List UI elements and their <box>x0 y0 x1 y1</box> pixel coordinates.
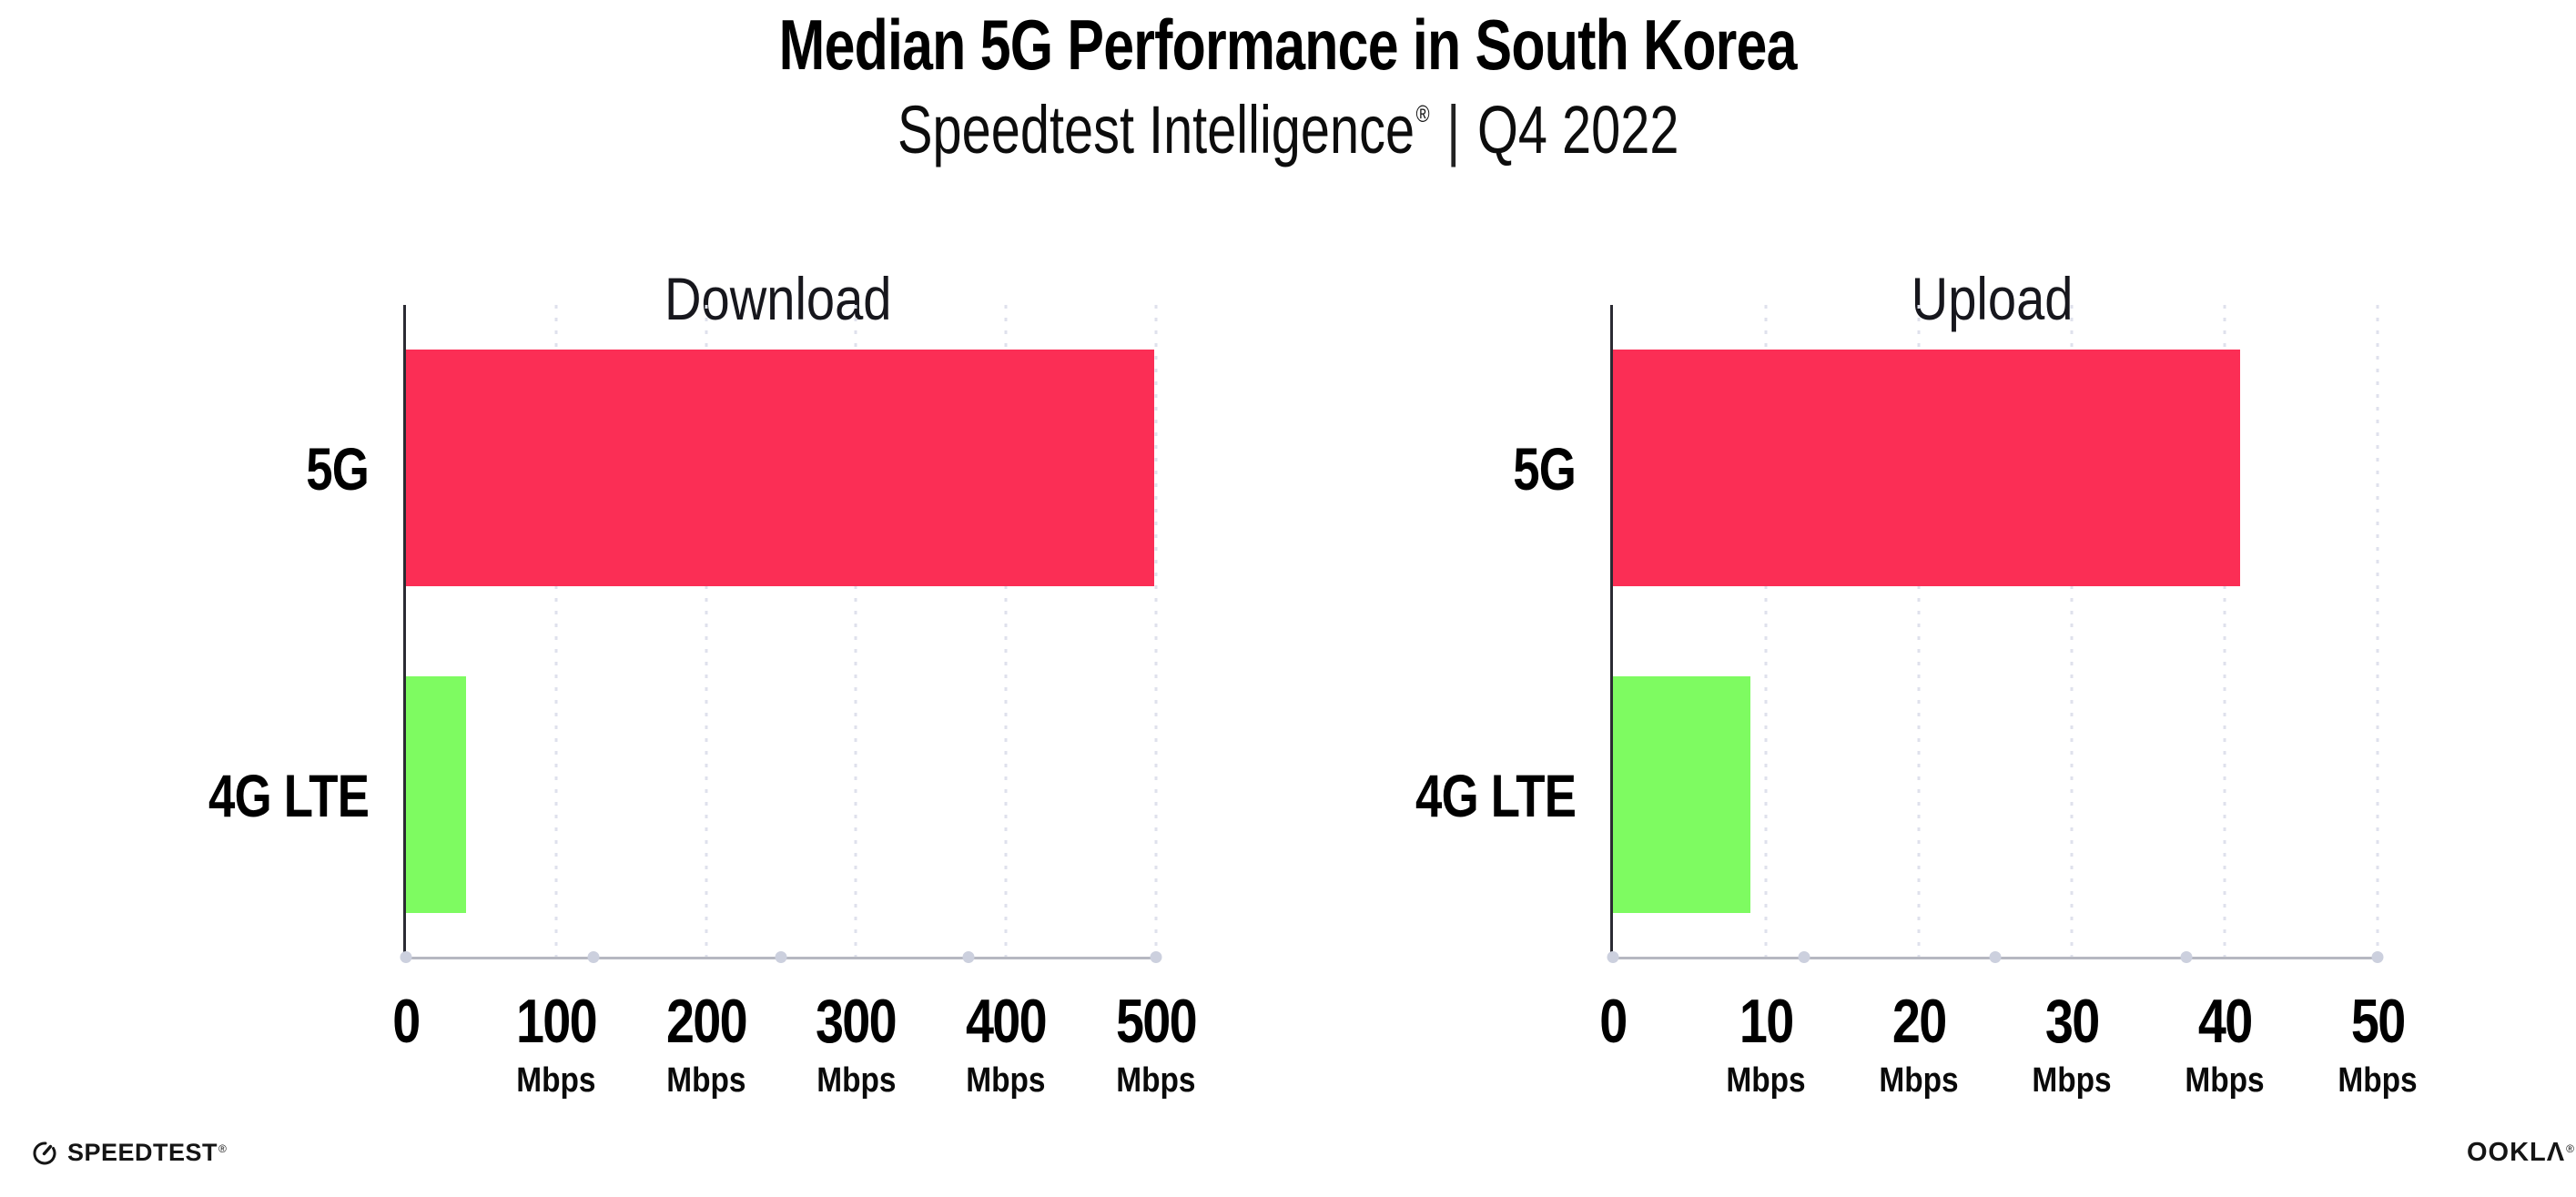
axis-dot <box>775 951 787 963</box>
category-label-5g: 5G <box>1513 434 1577 502</box>
4g-lte-upload-bar <box>1613 676 1751 913</box>
subtitle-divider: | <box>1446 92 1461 167</box>
5g-upload-row: 5G <box>1513 305 2378 632</box>
download-chart: Download 0 100 Mbps 200 Mbps 300 Mbps 400 Mbps 50… <box>208 218 1198 1120</box>
ookla-logo: OOKLΛ® <box>2467 1140 2575 1166</box>
x-tick-300: 300 Mbps <box>807 990 905 1098</box>
speedtest-gauge-icon <box>30 1138 59 1167</box>
download-chart-title: Download <box>664 264 892 332</box>
axis-dot <box>1989 951 2002 963</box>
gridline-50 <box>2376 305 2379 957</box>
x-tick-unit-50: Mbps <box>2338 1061 2418 1100</box>
x-tick-value-20: 20 <box>1891 987 1947 1056</box>
x-tick-0: 0 <box>390 990 422 1052</box>
x-tick-10: 10 Mbps <box>1720 990 1810 1098</box>
category-label-4g-lte: 4G LTE <box>1415 761 1577 829</box>
gridline-200 <box>705 305 708 957</box>
page-subtitle: Speedtest Intelligence® | Q4 2022 <box>0 93 2576 167</box>
category-label-5g: 5G <box>306 434 370 502</box>
x-tick-value-100: 100 <box>515 987 598 1056</box>
x-tick-30: 30 Mbps <box>2026 990 2116 1098</box>
5g-download-bar <box>406 350 1155 586</box>
x-tick-unit-30: Mbps <box>2032 1061 2112 1100</box>
gridline-20 <box>1917 305 1921 957</box>
axis-dot <box>962 951 975 963</box>
x-tick-unit-300: Mbps <box>816 1061 897 1100</box>
gridline-400 <box>1004 305 1008 957</box>
axis-dot <box>1798 951 1810 963</box>
x-tick-unit-200: Mbps <box>665 1061 746 1100</box>
upload-plot-area: 0 10 Mbps 20 Mbps 30 Mbps 40 Mbps 50 Mbps 5G 4G LTE <box>1415 305 2418 1098</box>
4g-lte-download-row: 4G LTE <box>208 632 1156 959</box>
axis-dot <box>1150 951 1162 963</box>
gridline-500 <box>1154 305 1158 957</box>
download-plot-area: 0 100 Mbps 200 Mbps 300 Mbps 400 Mbps 500 Mbps 5G 4G… <box>208 305 1198 1098</box>
upload-chart-title: Upload <box>1912 264 2074 332</box>
page-title-text: Median 5G Performance in South Korea <box>778 5 1798 85</box>
x-tick-0: 0 <box>1597 990 1629 1052</box>
x-tick-unit-10: Mbps <box>1726 1061 1806 1100</box>
x-tick-unit-40: Mbps <box>2185 1061 2265 1100</box>
x-tick-value-10: 10 <box>1739 987 1794 1056</box>
x-tick-unit-100: Mbps <box>516 1061 596 1100</box>
x-tick-400: 400 Mbps <box>957 990 1054 1098</box>
5g-download-row: 5G <box>306 305 1156 632</box>
page-title: Median 5G Performance in South Korea <box>0 9 2576 80</box>
x-tick-200: 200 Mbps <box>657 990 755 1098</box>
x-tick-value-50: 50 <box>2350 987 2406 1056</box>
x-tick-value-0: 0 <box>1599 987 1628 1056</box>
gridline-10 <box>1764 305 1768 957</box>
axis-dot <box>2371 951 2384 963</box>
axis-dot <box>2180 951 2193 963</box>
x-tick-value-40: 40 <box>2197 987 2253 1056</box>
4g-lte-upload-row: 4G LTE <box>1415 632 2378 959</box>
speedtest-wordmark: SPEEDTEST® <box>67 1138 228 1166</box>
gridline-100 <box>554 305 558 957</box>
axis-dot <box>587 951 600 963</box>
x-tick-value-400: 400 <box>966 987 1048 1056</box>
gridline-30 <box>2070 305 2074 957</box>
4g-lte-download-bar <box>406 676 466 913</box>
axis-dot <box>400 951 412 963</box>
x-tick-unit-400: Mbps <box>966 1061 1046 1100</box>
speedtest-trademark-icon: ® <box>218 1141 228 1155</box>
x-tick-unit-20: Mbps <box>1879 1061 1959 1100</box>
ookla-trademark-icon: ® <box>2566 1142 2575 1155</box>
axis-dot <box>1607 951 1619 963</box>
category-label-4g-lte: 4G LTE <box>208 761 370 829</box>
page-subtitle-text: Speedtest Intelligence® | Q4 2022 <box>898 93 1678 167</box>
upload-chart: Upload 0 10 Mbps 20 Mbps 30 Mbps 40 Mbps 50 Mbps 5G… <box>1415 218 2418 1120</box>
registered-mark: ® <box>1415 100 1430 127</box>
x-tick-unit-500: Mbps <box>1116 1061 1196 1100</box>
5g-upload-bar <box>1613 350 2240 586</box>
gridline-300 <box>854 305 857 957</box>
x-tick-value-30: 30 <box>2044 987 2100 1056</box>
speedtest-logo: SPEEDTEST® <box>30 1138 227 1167</box>
x-tick-value-500: 500 <box>1115 987 1198 1056</box>
x-tick-40: 40 Mbps <box>2179 990 2269 1098</box>
x-tick-value-300: 300 <box>816 987 898 1056</box>
x-tick-value-0: 0 <box>392 987 421 1056</box>
ookla-wordmark: OOKLΛ <box>2467 1138 2566 1167</box>
x-tick-50: 50 Mbps <box>2332 990 2422 1098</box>
subtitle-brand: Speedtest Intelligence <box>897 92 1415 167</box>
x-tick-value-200: 200 <box>665 987 748 1056</box>
x-tick-500: 500 Mbps <box>1107 990 1204 1098</box>
x-tick-20: 20 Mbps <box>1873 990 1963 1098</box>
gridline-40 <box>2223 305 2226 957</box>
x-tick-100: 100 Mbps <box>507 990 604 1098</box>
subtitle-period: Q4 2022 <box>1476 92 1679 167</box>
